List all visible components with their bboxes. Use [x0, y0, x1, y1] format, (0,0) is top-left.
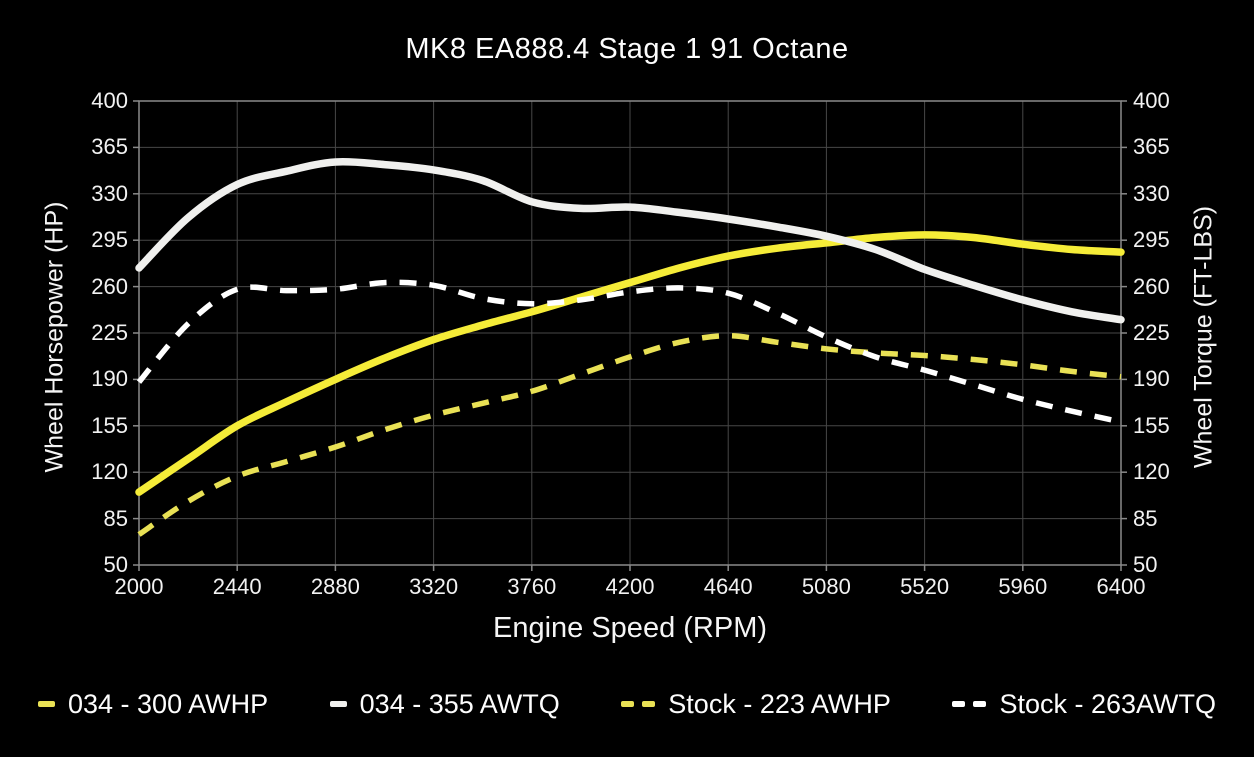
y-tick-label-left-190: 190: [91, 366, 128, 392]
y-tick-label-right-190: 190: [1133, 366, 1170, 392]
y-tick-label-right-50: 50: [1133, 552, 1158, 577]
legend-marker-stock-awhp-icon: [621, 701, 656, 707]
x-tick-label-3320: 3320: [409, 574, 459, 599]
y-tick-label-left-225: 225: [91, 320, 128, 345]
y-tick-label-right-365: 365: [1133, 134, 1170, 160]
y-tick-label-left-400: 400: [91, 88, 128, 113]
plot-border: [138, 100, 1122, 566]
legend-item-034-awhp: 034 - 300 AWHP: [38, 689, 268, 720]
y-axis-label-left: Wheel Horsepower (HP): [40, 201, 69, 473]
x-tick-label-2440: 2440: [212, 574, 262, 599]
legend-marker-segment: [642, 701, 656, 707]
legend-marker-segment: [329, 701, 347, 707]
x-axis-label: Engine Speed (RPM): [492, 612, 768, 644]
y-tick-label-right-120: 120: [1133, 459, 1170, 485]
y-tick-label-right-295: 295: [1133, 227, 1170, 253]
legend-marker-segment: [38, 701, 55, 707]
x-tick-label-5080: 5080: [801, 574, 851, 599]
legend-marker-segment: [973, 701, 987, 707]
series-curve-1: [135, 157, 1125, 324]
x-tick-label-4200: 4200: [605, 574, 655, 599]
y-tick-label-left-85: 85: [103, 505, 128, 531]
x-tick-label-5960: 5960: [998, 574, 1048, 599]
x-tick-label-2000: 2000: [114, 574, 164, 599]
y-tick-label-right-260: 260: [1133, 273, 1170, 299]
legend-marker-034-awhp-icon: [38, 701, 55, 707]
series-curve-2: [137, 332, 1122, 537]
y-tick-label-left-365: 365: [91, 134, 128, 160]
x-tick-label-6400: 6400: [1096, 574, 1146, 599]
legend-item-stock-awhp: Stock - 223 AWHP: [621, 689, 891, 720]
legend-label: 034 - 300 AWHP: [68, 688, 269, 719]
x-tick-label-5520: 5520: [900, 574, 950, 599]
legend-item-034-awtq: 034 - 355 AWTQ: [329, 688, 560, 720]
y-tick-label-left-155: 155: [91, 412, 128, 438]
x-tick-label-3760: 3760: [507, 574, 557, 599]
legend-marker-segment: [952, 701, 966, 707]
series-curve-0: [135, 231, 1125, 496]
y-tick-label-right-400: 400: [1133, 88, 1170, 113]
y-axis-label-right: Wheel Torque (FT-LBS): [1189, 205, 1218, 469]
y-tick-label-left-50: 50: [103, 552, 128, 577]
x-tick-label-2880: 2880: [310, 574, 360, 599]
legend: 034 - 300 AWHP 034 - 355 AWTQ Stock - 22…: [0, 683, 1254, 725]
legend-item-stock-awtq: Stock - 263AWTQ: [952, 689, 1216, 720]
y-tick-label-left-120: 120: [91, 459, 128, 485]
legend-label: Stock - 263AWTQ: [999, 688, 1216, 719]
legend-marker-segment: [621, 701, 635, 707]
legend-marker-stock-awtq-icon: [952, 701, 987, 707]
y-tick-label-left-260: 260: [91, 273, 128, 299]
y-tick-label-left-295: 295: [91, 227, 128, 253]
legend-label: 034 - 355 AWTQ: [359, 688, 560, 719]
x-tick-label-4640: 4640: [703, 574, 753, 599]
legend-marker-034-awtq-icon: [329, 701, 347, 707]
series-curve-3: [136, 279, 1122, 425]
chart-title: MK8 EA888.4 Stage 1 91 Octane: [405, 33, 849, 65]
y-tick-label-right-85: 85: [1133, 505, 1158, 531]
y-tick-label-right-225: 225: [1133, 320, 1170, 345]
legend-label: Stock - 223 AWHP: [668, 688, 891, 719]
y-tick-label-right-330: 330: [1133, 180, 1170, 206]
y-tick-label-left-330: 330: [91, 180, 128, 206]
y-tick-label-right-155: 155: [1133, 412, 1170, 438]
